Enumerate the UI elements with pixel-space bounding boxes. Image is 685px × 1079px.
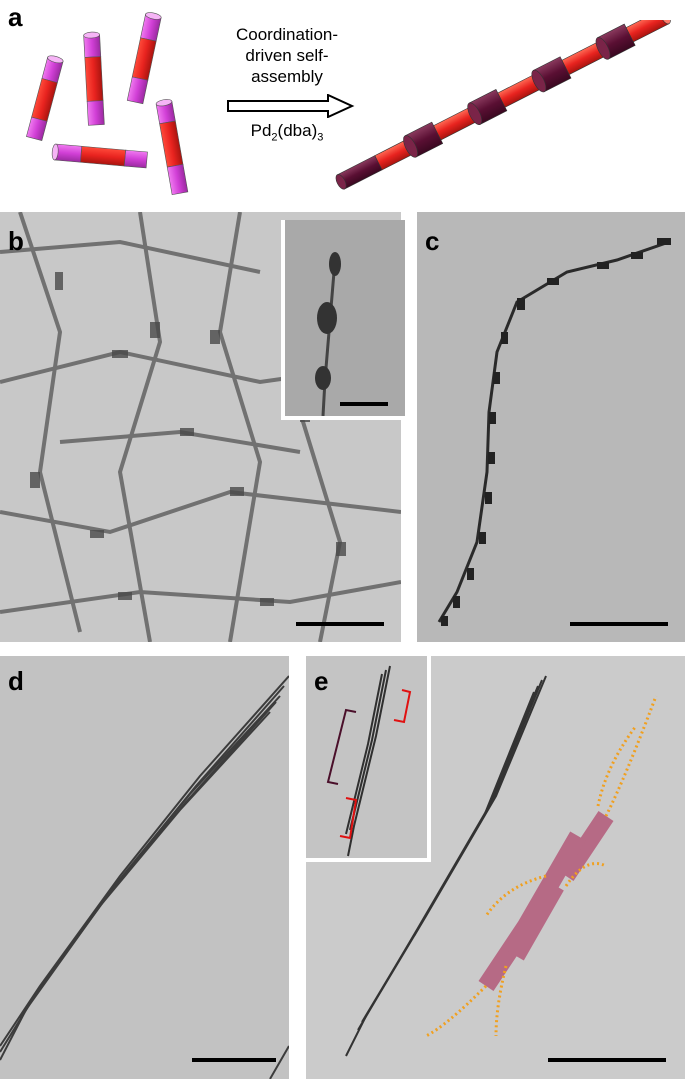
reaction-conditions: Coordination- driven self- assembly: [212, 24, 362, 87]
tem-image-d: [0, 656, 289, 1079]
scale-bar-b: [296, 622, 384, 626]
reagent-label: Pd2(dba)3: [212, 120, 362, 148]
panel-label-a: a: [8, 2, 23, 32]
reagent-tail: (dba): [277, 121, 318, 140]
reaction-line-3: assembly: [251, 67, 323, 86]
reagent-main: Pd: [250, 121, 272, 140]
reagent-subscript-2: 3: [317, 131, 324, 144]
reaction-line-2: driven self-: [245, 46, 329, 65]
bracket-free-end-bottom: [339, 797, 358, 840]
tem-image-e: [306, 656, 685, 1079]
reaction-line-1: Coordination-: [235, 25, 339, 44]
panel-label-c: c: [425, 226, 440, 256]
tem-inset-e: [306, 656, 431, 862]
tem-inset-b: [281, 220, 405, 420]
scale-bar-c: [570, 622, 668, 626]
triblock-rod: [126, 12, 162, 105]
reaction-arrow-icon: [227, 94, 355, 118]
scale-bar-b-inset: [340, 402, 388, 406]
bracket-free-end-top: [393, 689, 412, 724]
triblock-rod: [155, 99, 189, 196]
bracket-bound-segment: [326, 708, 357, 785]
scale-bar-e: [548, 1058, 666, 1062]
panel-label-b: b: [8, 226, 24, 256]
scale-bar-d: [192, 1058, 276, 1062]
triblock-rod: [51, 143, 148, 169]
assembled-chain-illustration: [335, 20, 671, 190]
panel-label-d: d: [8, 666, 24, 696]
triblock-rod: [26, 55, 64, 142]
triblock-rod: [83, 31, 105, 126]
free-rods-illustration: [26, 12, 189, 196]
reagent-subscript: 2: [271, 131, 278, 144]
tem-image-c: [417, 212, 685, 642]
panel-label-e: e: [314, 666, 329, 696]
